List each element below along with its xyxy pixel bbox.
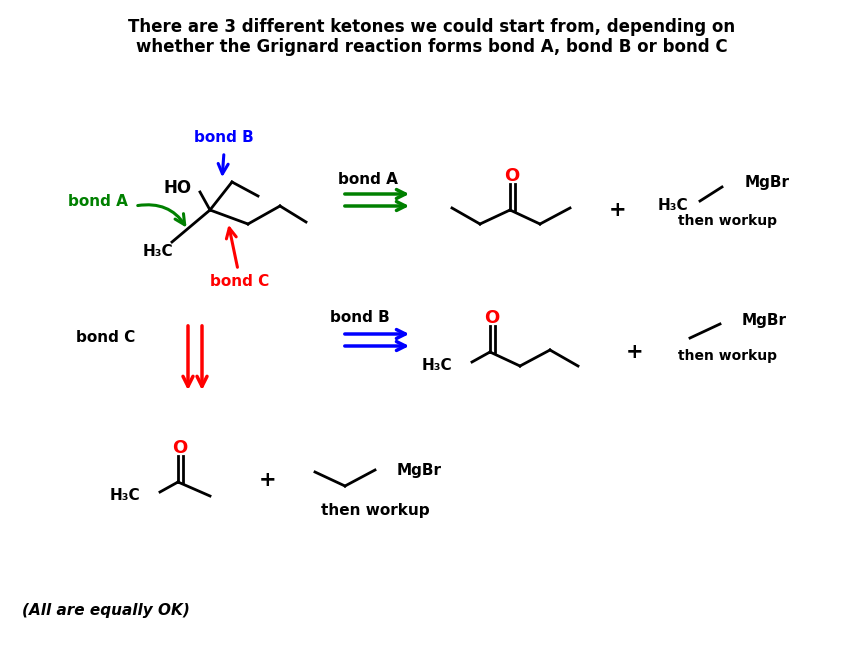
Text: O: O: [173, 439, 187, 457]
Text: then workup: then workup: [321, 503, 429, 517]
Text: (All are equally OK): (All are equally OK): [22, 603, 190, 618]
Text: then workup: then workup: [678, 349, 778, 363]
Text: MgBr: MgBr: [742, 313, 787, 328]
Text: then workup: then workup: [678, 214, 778, 228]
Text: bond C: bond C: [76, 331, 135, 346]
Text: H₃C: H₃C: [422, 359, 452, 373]
Text: O: O: [505, 167, 519, 185]
Text: There are 3 different ketones we could start from, depending on: There are 3 different ketones we could s…: [129, 18, 735, 36]
Text: bond A: bond A: [338, 172, 398, 187]
Text: bond B: bond B: [330, 311, 390, 326]
Text: MgBr: MgBr: [745, 176, 790, 191]
Text: whether the Grignard reaction forms bond A, bond B or bond C: whether the Grignard reaction forms bond…: [137, 38, 727, 56]
Text: H₃C: H₃C: [110, 488, 140, 503]
Text: bond C: bond C: [210, 275, 270, 289]
Text: H₃C: H₃C: [143, 244, 174, 260]
Text: +: +: [259, 470, 276, 490]
Text: +: +: [609, 200, 626, 220]
Text: H₃C: H₃C: [658, 198, 688, 213]
Text: +: +: [626, 342, 644, 362]
Text: MgBr: MgBr: [397, 463, 442, 477]
Text: HO: HO: [164, 179, 192, 197]
Text: bond B: bond B: [194, 130, 254, 145]
Text: O: O: [485, 309, 499, 327]
Text: bond A: bond A: [68, 194, 128, 209]
